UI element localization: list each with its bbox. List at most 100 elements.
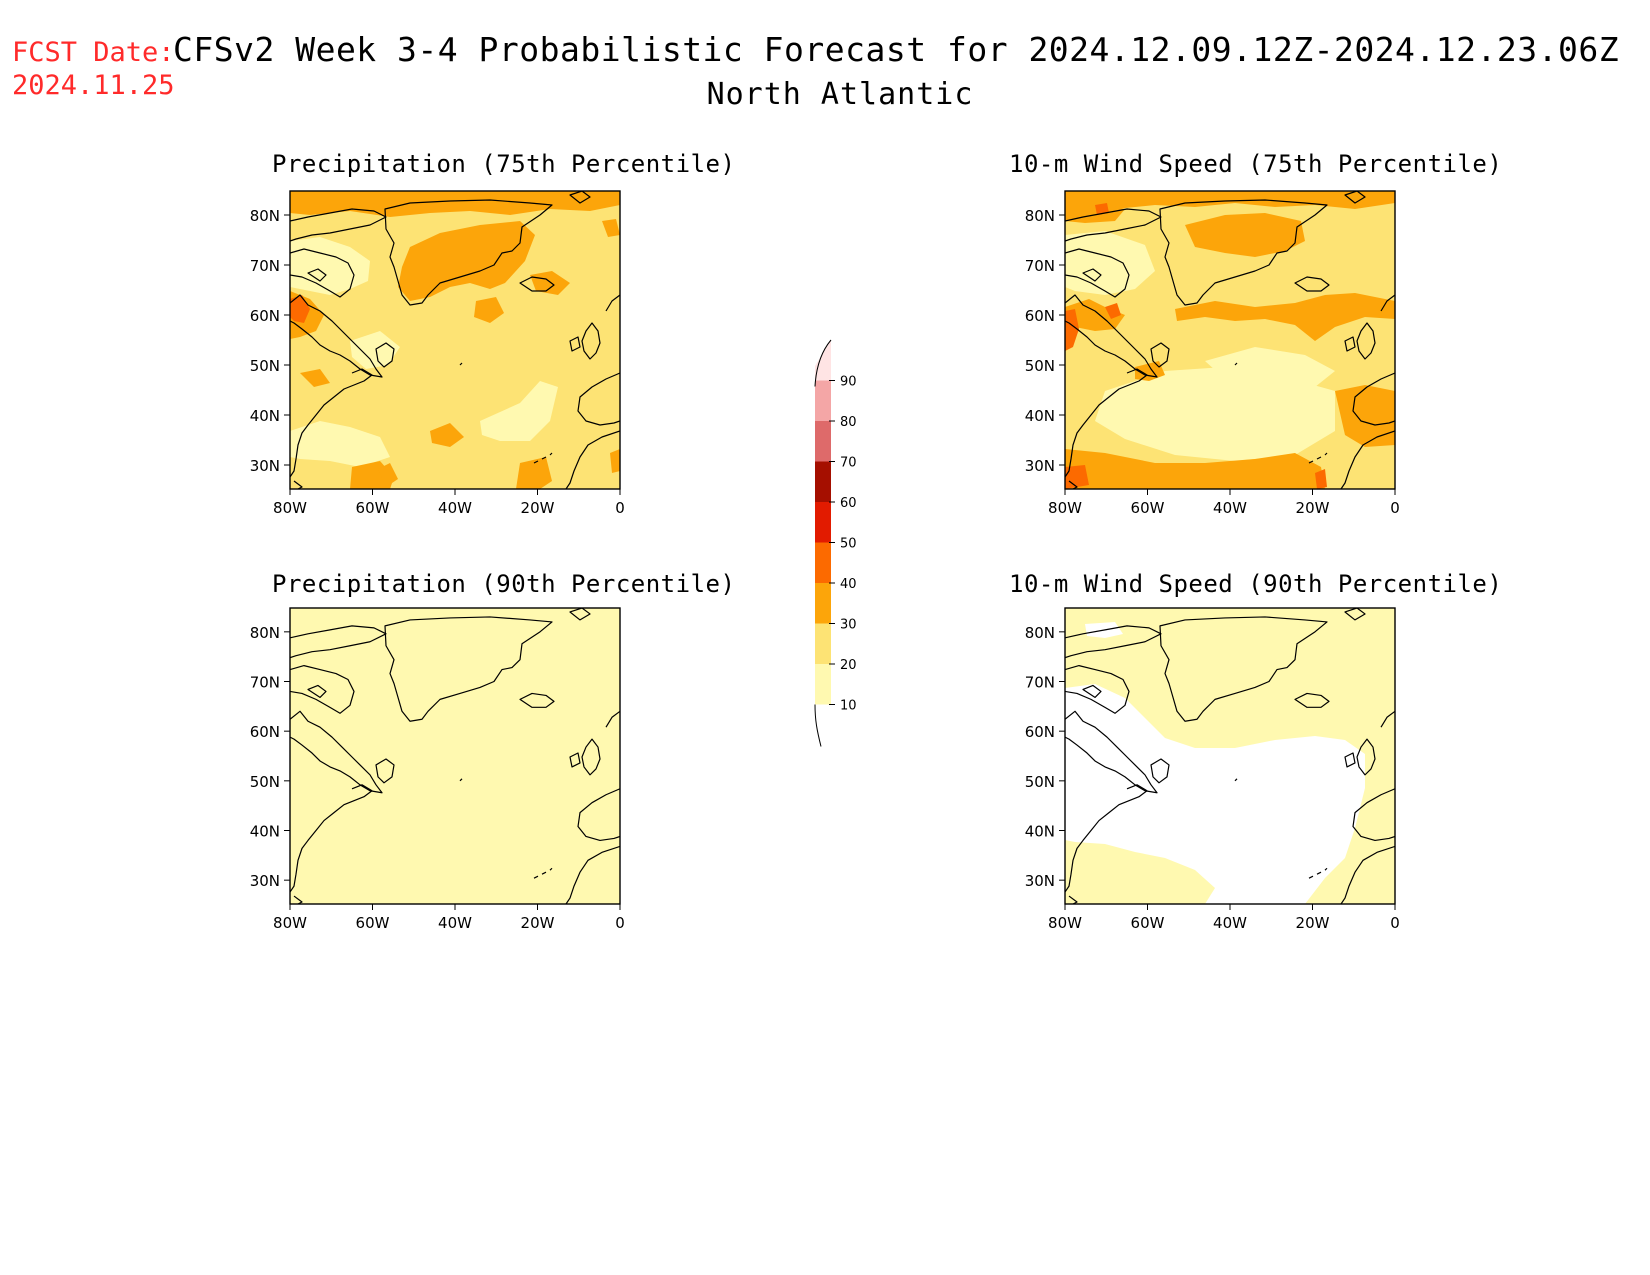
colorbar-tick-label: 90 bbox=[840, 375, 857, 390]
probability-shade bbox=[570, 740, 620, 784]
probability-shade bbox=[1065, 191, 1395, 209]
probability-shade bbox=[1095, 203, 1109, 215]
probability-shade bbox=[300, 369, 330, 387]
lon-tick-label: 80W bbox=[1048, 499, 1082, 517]
lon-tick-label: 60W bbox=[356, 914, 390, 932]
probability-shade bbox=[1065, 309, 1079, 351]
colorbar-box bbox=[815, 542, 831, 583]
probability-shade bbox=[1105, 303, 1121, 319]
probability-shade bbox=[1065, 465, 1089, 489]
lon-tick-label: 80W bbox=[273, 914, 307, 932]
probability-shade bbox=[1185, 213, 1305, 257]
lat-tick-label: 40N bbox=[250, 822, 280, 840]
lon-tick-label: 20W bbox=[521, 499, 555, 517]
probability-shade bbox=[378, 463, 398, 487]
lat-tick-label: 60N bbox=[1025, 307, 1055, 325]
probability-shade bbox=[330, 622, 420, 648]
map-panel-precip90: 80W 60W 40W 20W 0 80N 70N 60N 50N 40N 30N bbox=[250, 607, 625, 932]
panel-title-wind90: 10-m Wind Speed (90th Percentile) bbox=[1009, 570, 1503, 598]
colorbar-tick-label: 40 bbox=[840, 577, 857, 592]
lat-tick-label: 50N bbox=[250, 357, 280, 375]
probability-shade bbox=[480, 381, 558, 441]
no-signal-region bbox=[1065, 684, 1365, 904]
lat-tick-label: 40N bbox=[1025, 407, 1055, 425]
lat-tick-label: 80N bbox=[1025, 624, 1055, 642]
lat-tick-label: 30N bbox=[250, 457, 280, 475]
colorbar-tick-label: 30 bbox=[840, 618, 857, 633]
page-title: CFSv2 Week 3-4 Probabilistic Forecast fo… bbox=[173, 30, 1620, 69]
lon-tick-label: 60W bbox=[1131, 499, 1165, 517]
probability-shade bbox=[1315, 469, 1327, 489]
probability-shade bbox=[1335, 385, 1395, 447]
lat-tick-label: 30N bbox=[250, 872, 280, 890]
lat-tick-label: 40N bbox=[1025, 822, 1055, 840]
lat-tick-label: 50N bbox=[1025, 357, 1055, 375]
lat-tick-label: 80N bbox=[1025, 207, 1055, 225]
colorbar-box bbox=[815, 421, 831, 462]
probability-shade bbox=[610, 449, 620, 473]
lat-tick-label: 40N bbox=[250, 407, 280, 425]
probability-shade bbox=[1175, 293, 1395, 341]
lat-tick-label: 70N bbox=[250, 674, 280, 692]
probability-shade bbox=[290, 632, 450, 858]
colorbar-top-cap bbox=[814, 339, 832, 387]
map-panel-wind90: 80W 60W 40W 20W 0 80N 70N 60N 50N 40N 30N bbox=[1025, 607, 1400, 932]
forecast-date-label: FCST Date: bbox=[12, 37, 175, 68]
colorbar-tick-label: 50 bbox=[840, 537, 857, 552]
colorbar-box bbox=[815, 664, 831, 705]
probability-shade bbox=[290, 421, 390, 467]
probability-shade bbox=[550, 660, 620, 704]
probability-shade bbox=[398, 221, 535, 301]
lat-tick-label: 30N bbox=[1025, 872, 1055, 890]
probability-shade bbox=[474, 297, 504, 323]
colorbar-tick-label: 70 bbox=[840, 456, 857, 471]
lat-tick-label: 60N bbox=[250, 307, 280, 325]
colorbar-tick-label: 20 bbox=[840, 658, 857, 673]
probability-shade bbox=[602, 219, 620, 237]
probability-shade bbox=[430, 423, 464, 447]
lat-tick-label: 50N bbox=[250, 773, 280, 791]
colorbar-tick-label: 60 bbox=[840, 496, 857, 511]
map-fill-wind75 bbox=[1065, 191, 1395, 489]
lon-tick-label: 40W bbox=[438, 914, 472, 932]
lat-tick-label: 30N bbox=[1025, 457, 1055, 475]
lon-tick-label: 80W bbox=[1048, 914, 1082, 932]
lat-tick-label: 70N bbox=[250, 257, 280, 275]
lon-tick-label: 80W bbox=[273, 499, 307, 517]
map-fill-precip90 bbox=[290, 608, 620, 905]
lon-tick-label: 20W bbox=[1296, 499, 1330, 517]
colorbar-box bbox=[815, 380, 831, 421]
panel-title-precip90: Precipitation (90th Percentile) bbox=[272, 570, 736, 598]
probability-shade bbox=[1205, 347, 1335, 387]
probability-shade bbox=[1065, 299, 1125, 331]
colorbar-box bbox=[815, 461, 831, 502]
colorbar-tick-label: 80 bbox=[840, 415, 857, 430]
colorbar-box bbox=[815, 583, 831, 624]
lat-tick-label: 70N bbox=[1025, 257, 1055, 275]
probability-shade bbox=[1065, 449, 1325, 489]
map-panel-wind75: 80W 60W 40W 20W 0 80N 70N 60N 50N 40N 30N bbox=[1025, 190, 1400, 517]
colorbar-box bbox=[815, 623, 831, 664]
lon-tick-label: 40W bbox=[438, 499, 472, 517]
map-fill-wind90 bbox=[1065, 608, 1395, 905]
panel-title-precip75: Precipitation (75th Percentile) bbox=[272, 150, 736, 178]
lat-tick-label: 50N bbox=[1025, 773, 1055, 791]
lon-tick-label: 60W bbox=[356, 499, 390, 517]
region-label: North Atlantic bbox=[706, 77, 974, 112]
probability-shade bbox=[470, 640, 530, 674]
probability-shade bbox=[470, 774, 620, 904]
colorbar-box bbox=[815, 502, 831, 543]
probability-shade bbox=[516, 457, 552, 489]
lon-tick-label: 0 bbox=[1390, 499, 1400, 517]
forecast-date-value: 2024.11.25 bbox=[12, 70, 175, 101]
map-panel-precip75: 80W 60W 40W 20W 0 80N 70N 60N 50N 40N 30N bbox=[250, 190, 625, 517]
lon-tick-label: 20W bbox=[521, 914, 555, 932]
region-subtitle: North Atlantic bbox=[0, 77, 1650, 112]
lon-tick-label: 0 bbox=[615, 499, 625, 517]
colorbar-tick-label: 10 bbox=[840, 699, 857, 714]
lon-tick-label: 0 bbox=[615, 914, 625, 932]
probability-shade bbox=[1065, 231, 1155, 295]
lon-tick-label: 40W bbox=[1213, 499, 1247, 517]
lat-tick-label: 80N bbox=[250, 207, 280, 225]
